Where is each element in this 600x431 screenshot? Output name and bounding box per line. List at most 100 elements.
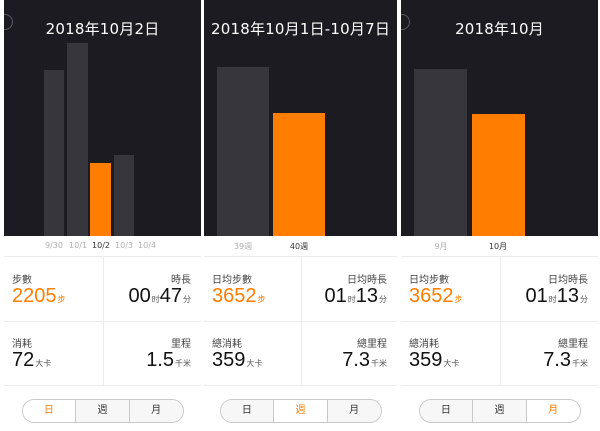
steps-unit: 步 xyxy=(257,295,266,304)
steps-label: 步數 xyxy=(12,275,32,286)
segment-month[interactable]: 月 xyxy=(526,400,580,422)
distance-value: 7.3 xyxy=(543,349,571,371)
calories-cell: 消耗 72大卡 xyxy=(4,321,103,385)
calories-unit: 大卡 xyxy=(35,359,52,368)
x-label-selected: 10月 xyxy=(488,242,508,251)
period-segmented-control: 日 週 月 xyxy=(418,399,581,423)
calories-label: 總消耗 xyxy=(212,339,242,350)
duration-minutes: 13 xyxy=(355,285,378,307)
segment-month[interactable]: 月 xyxy=(327,400,381,422)
divider xyxy=(401,321,598,322)
bar-october[interactable] xyxy=(472,114,525,236)
steps-cell: 日均步數 3652步 xyxy=(204,257,301,321)
chart-title: 2018年10月2日 xyxy=(45,20,160,38)
calories-label: 消耗 xyxy=(12,339,32,350)
activity-chart: 2018年10月2日 xyxy=(4,0,201,236)
steps-value: 2205 xyxy=(12,285,57,307)
panel-month: 2018年10月 9月 10月 日均步數 3652步 日均時長 01时13分 總… xyxy=(401,0,598,431)
duration-label: 日均時長 xyxy=(347,275,387,286)
segment-day[interactable]: 日 xyxy=(22,400,77,422)
steps-value: 3652 xyxy=(409,285,454,307)
duration-cell: 時長 00时47分 xyxy=(103,257,202,321)
bar-week-40[interactable] xyxy=(273,113,325,236)
hours-unit: 时 xyxy=(151,295,160,304)
x-label: 39週 xyxy=(233,242,253,251)
calories-unit: 大卡 xyxy=(246,359,263,368)
duration-cell: 日均時長 01时13分 xyxy=(500,257,599,321)
chart-title: 2018年10月 xyxy=(455,20,544,38)
divider xyxy=(4,321,201,322)
segment-week[interactable]: 週 xyxy=(473,400,527,422)
steps-label: 日均步數 xyxy=(212,275,252,286)
hours-unit: 时 xyxy=(548,295,557,304)
distance-unit: 千米 xyxy=(175,359,191,368)
calories-unit: 大卡 xyxy=(443,359,460,368)
activity-chart: 2018年10月1日-10月7日 xyxy=(204,0,397,236)
x-label: 10/3 xyxy=(115,241,133,250)
bar-10-3[interactable] xyxy=(114,155,134,236)
bar-10-2[interactable] xyxy=(90,163,111,236)
duration-minutes: 47 xyxy=(159,285,182,307)
minutes-unit: 分 xyxy=(580,295,588,304)
distance-unit: 千米 xyxy=(371,359,387,368)
distance-label: 總里程 xyxy=(558,339,588,350)
distance-unit: 千米 xyxy=(572,359,588,368)
segment-day[interactable]: 日 xyxy=(419,400,474,422)
duration-label: 時長 xyxy=(171,275,191,286)
panel-day: 2018年10月2日 9/30 10/1 10/2 10/3 10/4 步數 2… xyxy=(4,0,201,431)
bar-september[interactable] xyxy=(414,69,467,236)
steps-unit: 步 xyxy=(454,295,463,304)
segment-month[interactable]: 月 xyxy=(129,400,183,422)
distance-value: 7.3 xyxy=(342,349,370,371)
x-label: 9月 xyxy=(434,242,448,251)
bar-9-30[interactable] xyxy=(44,70,64,236)
period-segmented-control: 日 週 月 xyxy=(219,399,382,423)
duration-cell: 日均時長 01时13分 xyxy=(301,257,398,321)
calories-cell: 總消耗 359大卡 xyxy=(204,321,301,385)
calories-value: 359 xyxy=(409,349,443,371)
duration-hours: 00 xyxy=(128,285,151,307)
steps-label: 日均步數 xyxy=(409,275,449,286)
x-label: 9/30 xyxy=(45,241,63,250)
x-axis: 9/30 10/1 10/2 10/3 10/4 xyxy=(4,236,201,256)
steps-cell: 步數 2205步 xyxy=(4,257,103,321)
minutes-unit: 分 xyxy=(379,295,387,304)
x-label-selected: 40週 xyxy=(289,242,309,251)
duration-label: 日均時長 xyxy=(548,275,588,286)
segment-week[interactable]: 週 xyxy=(274,400,328,422)
distance-value: 1.5 xyxy=(146,349,174,371)
x-label: 10/1 xyxy=(69,241,87,250)
calories-value: 72 xyxy=(12,349,35,371)
distance-cell: 總里程 7.3千米 xyxy=(500,321,599,385)
duration-minutes: 13 xyxy=(556,285,579,307)
segment-day[interactable]: 日 xyxy=(220,400,275,422)
chart-title: 2018年10月1日-10月7日 xyxy=(210,20,391,38)
duration-hours: 01 xyxy=(525,285,548,307)
calories-cell: 總消耗 359大卡 xyxy=(401,321,500,385)
panel-week: 2018年10月1日-10月7日 39週 40週 日均步數 3652步 日均時長… xyxy=(204,0,397,431)
minutes-unit: 分 xyxy=(183,295,191,304)
segment-week[interactable]: 週 xyxy=(76,400,130,422)
x-axis: 9月 10月 xyxy=(401,236,598,256)
hours-unit: 时 xyxy=(347,295,356,304)
stats-grid: 日均步數 3652步 日均時長 01时13分 總消耗 359大卡 總里程 7.3… xyxy=(401,256,598,386)
stats-grid: 步數 2205步 時長 00时47分 消耗 72大卡 里程 1.5千米 xyxy=(4,256,201,386)
period-segmented-control: 日 週 月 xyxy=(21,399,184,423)
steps-value: 3652 xyxy=(212,285,257,307)
x-label: 10/4 xyxy=(138,241,156,250)
x-axis: 39週 40週 xyxy=(204,236,397,256)
distance-label: 里程 xyxy=(171,339,191,350)
bar-10-1[interactable] xyxy=(67,43,88,236)
steps-unit: 步 xyxy=(57,295,66,304)
steps-cell: 日均步數 3652步 xyxy=(401,257,500,321)
divider xyxy=(204,321,397,322)
distance-cell: 里程 1.5千米 xyxy=(103,321,202,385)
calories-value: 359 xyxy=(212,349,246,371)
distance-label: 總里程 xyxy=(357,339,387,350)
distance-cell: 總里程 7.3千米 xyxy=(301,321,398,385)
stats-grid: 日均步數 3652步 日均時長 01时13分 總消耗 359大卡 總里程 7.3… xyxy=(204,256,397,386)
bar-week-39[interactable] xyxy=(217,67,269,236)
duration-hours: 01 xyxy=(324,285,347,307)
activity-chart: 2018年10月 xyxy=(401,0,598,236)
calories-label: 總消耗 xyxy=(409,339,439,350)
